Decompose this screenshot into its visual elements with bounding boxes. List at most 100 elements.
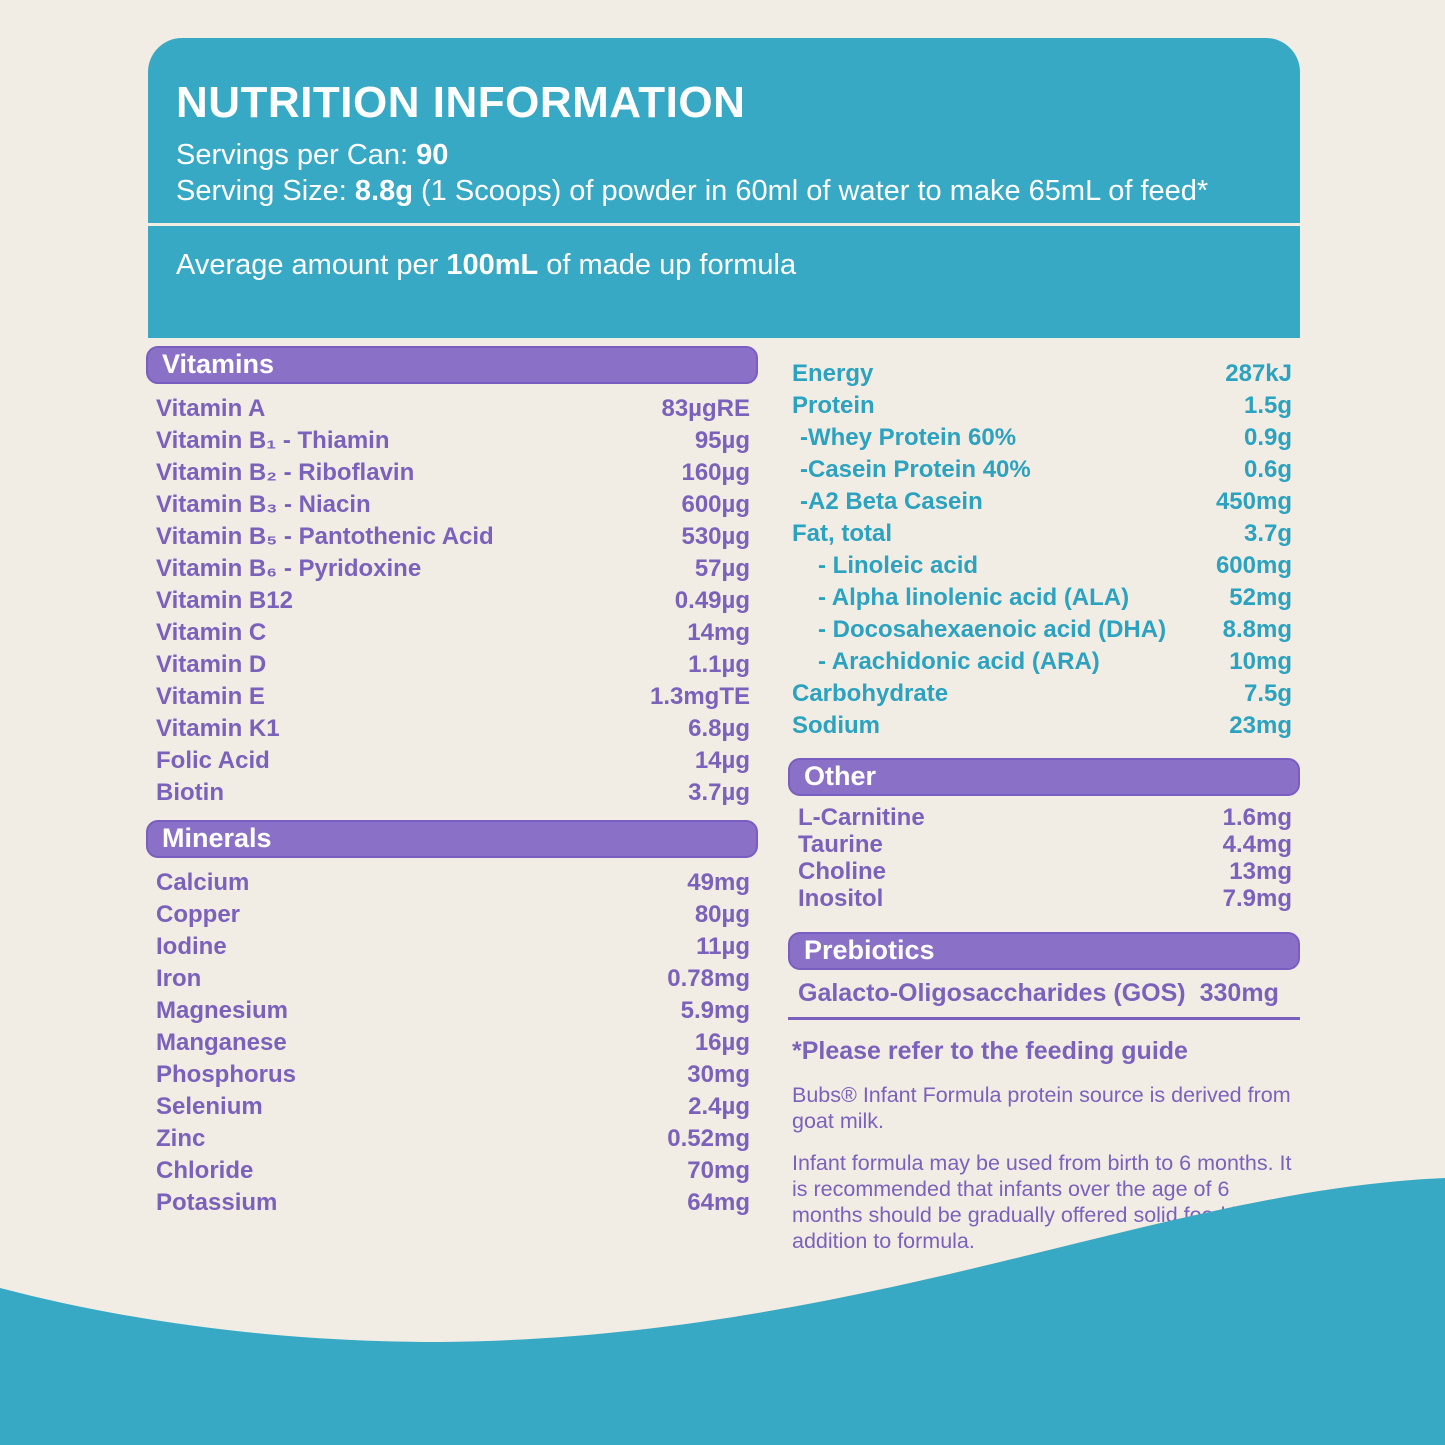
nutrient-row-magnesium: Magnesium 5.9mg	[146, 995, 758, 1027]
nutrient-value: 4.4mg	[1222, 831, 1292, 858]
nutrient-row-iron: Iron 0.78mg	[146, 963, 758, 995]
nutrient-value: 6.8µg	[688, 715, 750, 742]
nutrient-row-vitamin-b12: Vitamin B12 0.49µg	[146, 585, 758, 617]
nutrient-value: 10mg	[1229, 648, 1292, 675]
nutrient-value: 2.4µg	[688, 1093, 750, 1120]
nutrient-value: 1.3mgTE	[649, 683, 750, 710]
header-panel: NUTRITION INFORMATION Servings per Can: …	[148, 38, 1300, 338]
nutrient-value: 600µg	[681, 491, 750, 518]
usage-note: Infant formula may be used from birth to…	[792, 1151, 1292, 1253]
nutrient-value: 57µg	[694, 555, 750, 582]
nutrient-name: -Whey Protein 60%	[800, 424, 1017, 451]
nutrient-name: Iodine	[156, 933, 227, 960]
nutrient-value: 30mg	[687, 1061, 750, 1088]
nutrient-row-vitamin-e: Vitamin E 1.3mgTE	[146, 681, 758, 713]
nutrient-name: Vitamin B₂ - Riboflavin	[156, 459, 415, 486]
nutrient-row-linoleic-acid: - Linoleic acid 600mg	[788, 550, 1300, 582]
nutrient-row-ala: - Alpha linolenic acid (ALA) 52mg	[788, 582, 1300, 614]
serving-size-rest: (1 Scoops) of powder in 60ml of water to…	[412, 175, 1209, 207]
nutrient-value: 530µg	[681, 523, 750, 550]
average-prefix: Average amount per	[176, 249, 447, 281]
nutrient-value: 3.7µg	[688, 779, 750, 806]
nutrient-row-vitamin-b3: Vitamin B₃ - Niacin 600µg	[146, 489, 758, 521]
nutrient-value: 0.9g	[1243, 424, 1292, 451]
nutrient-value: 1.1µg	[688, 651, 750, 678]
nutrient-name: - Arachidonic acid (ARA)	[818, 648, 1100, 675]
nutrient-value: 14mg	[687, 619, 750, 646]
nutrient-row-casein-protein: -Casein Protein 40% 0.6g	[788, 454, 1300, 486]
nutrient-row-copper: Copper 80µg	[146, 899, 758, 931]
section-header-prebiotics: Prebiotics	[788, 932, 1300, 970]
nutrient-value: 0.52mg	[667, 1125, 750, 1152]
nutrient-value: 14µg	[694, 747, 750, 774]
nutrient-value: 49mg	[687, 869, 750, 896]
nutrient-name: Sodium	[792, 712, 880, 739]
nutrient-name: L-Carnitine	[798, 804, 925, 831]
nutrient-row-taurine: Taurine 4.4mg	[788, 831, 1300, 858]
nutrient-name: Taurine	[798, 831, 883, 858]
section-header-minerals: Minerals	[146, 820, 758, 858]
nutrient-value: 8.8mg	[1222, 616, 1292, 643]
nutrient-row-whey-protein: -Whey Protein 60% 0.9g	[788, 422, 1300, 454]
nutrient-name: Vitamin B12	[156, 587, 293, 614]
nutrient-value: 330mg	[1199, 979, 1279, 1007]
right-column: Energy 287kJ Protein 1.5g -Whey Protein 60…	[788, 358, 1300, 1254]
nutrient-name: Selenium	[156, 1093, 263, 1120]
nutrient-name: Folic Acid	[156, 747, 270, 774]
nutrient-value: 95µg	[694, 427, 750, 454]
nutrient-row-a2-beta-casein: -A2 Beta Casein 450mg	[788, 486, 1300, 518]
servings-per-can: Servings per Can: 90	[176, 139, 448, 172]
nutrient-name: Chloride	[156, 1157, 254, 1184]
nutrient-row-protein: Protein 1.5g	[788, 390, 1300, 422]
nutrient-value: 7.9mg	[1222, 885, 1292, 912]
nutrient-row-vitamin-b6: Vitamin B₆ - Pyridoxine 57µg	[146, 553, 758, 585]
nutrient-row-manganese: Manganese 16µg	[146, 1027, 758, 1059]
section-header-vitamins: Vitamins	[146, 346, 758, 384]
nutrient-value: 450mg	[1215, 488, 1292, 515]
nutrient-name: Copper	[156, 901, 240, 928]
nutrient-row-vitamin-a: Vitamin A 83µgRE	[146, 393, 758, 425]
serving-size-value: 8.8g	[354, 175, 413, 207]
nutrient-row-vitamin-b1: Vitamin B₁ - Thiamin 95µg	[146, 425, 758, 457]
nutrient-row-vitamin-b2: Vitamin B₂ - Riboflavin 160µg	[146, 457, 758, 489]
average-bold: 100mL	[446, 249, 539, 281]
nutrient-name: Phosphorus	[156, 1061, 297, 1088]
nutrient-name: Vitamin B₅ - Pantothenic Acid	[156, 523, 494, 550]
left-column: Vitamins Vitamin A 83µgRE Vitamin B₁ - Th…	[146, 346, 758, 1219]
nutrient-name: Manganese	[156, 1029, 287, 1056]
nutrient-name: -Casein Protein 40%	[800, 456, 1031, 483]
nutrient-name: Biotin	[156, 779, 224, 806]
average-suffix: of made up formula	[538, 249, 797, 281]
nutrient-row-potassium: Potassium 64mg	[146, 1187, 758, 1219]
nutrient-value: 11µg	[696, 933, 750, 960]
nutrient-row-carbohydrate: Carbohydrate 7.5g	[788, 678, 1300, 710]
nutrient-row-sodium: Sodium 23mg	[788, 710, 1300, 742]
nutrient-value: 0.6g	[1243, 456, 1292, 483]
nutrient-value: 52mg	[1229, 584, 1292, 611]
page-title: NUTRITION INFORMATION	[176, 78, 746, 127]
nutrient-name: Vitamin C	[156, 619, 267, 646]
nutrient-row-phosphorus: Phosphorus 30mg	[146, 1059, 758, 1091]
nutrient-row-l-carnitine: L-Carnitine 1.6mg	[788, 804, 1300, 831]
nutrient-row-iodine: Iodine 11µg	[146, 931, 758, 963]
nutrient-value: 70mg	[687, 1157, 750, 1184]
nutrient-row-selenium: Selenium 2.4µg	[146, 1091, 758, 1123]
nutrient-name: Energy	[792, 360, 874, 387]
nutrient-value: 1.6mg	[1222, 804, 1292, 831]
nutrient-row-calcium: Calcium 49mg	[146, 867, 758, 899]
nutrient-name: Vitamin B₆ - Pyridoxine	[156, 555, 422, 582]
nutrient-value: 3.7g	[1243, 520, 1292, 547]
nutrient-value: 64mg	[687, 1189, 750, 1216]
nutrient-row-vitamin-d: Vitamin D 1.1µg	[146, 649, 758, 681]
nutrient-name: Vitamin D	[156, 651, 267, 678]
wave-decoration	[0, 1178, 1445, 1445]
nutrient-row-zinc: Zinc 0.52mg	[146, 1123, 758, 1155]
nutrient-name: Zinc	[156, 1125, 206, 1152]
serving-size-label: Serving Size:	[176, 175, 355, 207]
feeding-guide-note: *Please refer to the feeding guide	[792, 1037, 1188, 1065]
nutrient-row-fat-total: Fat, total 3.7g	[788, 518, 1300, 550]
nutrient-row-vitamin-k1: Vitamin K1 6.8µg	[146, 713, 758, 745]
nutrient-name: Galacto-Oligosaccharides (GOS)	[798, 979, 1186, 1007]
nutrient-name: Vitamin K1	[156, 715, 280, 742]
nutrient-name: Potassium	[156, 1189, 278, 1216]
